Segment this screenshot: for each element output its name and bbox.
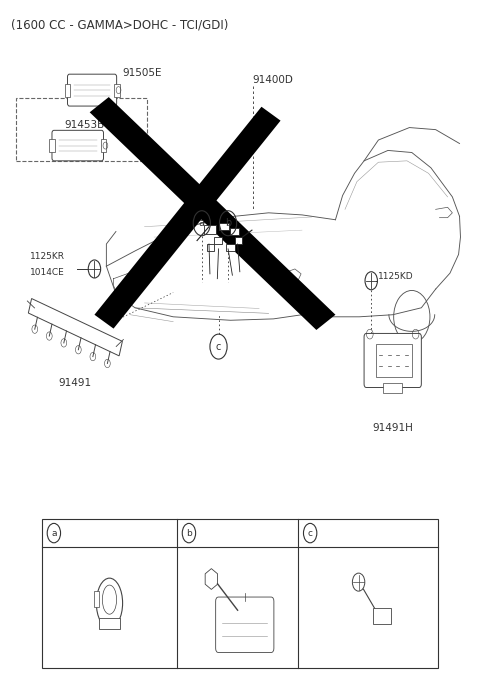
Text: c: c — [308, 528, 312, 537]
Polygon shape — [90, 97, 336, 330]
Bar — [204, 226, 216, 234]
Text: b: b — [225, 219, 231, 228]
Bar — [65, 84, 71, 97]
Bar — [373, 608, 391, 624]
Bar — [235, 237, 242, 244]
Text: 91234A: 91234A — [371, 631, 408, 640]
Text: a: a — [51, 528, 57, 537]
Text: 91505E: 91505E — [122, 68, 162, 78]
Bar — [230, 228, 239, 235]
Bar — [214, 237, 222, 244]
Polygon shape — [95, 106, 281, 329]
Bar — [49, 139, 55, 152]
Text: 1125KD: 1125KD — [378, 272, 414, 281]
FancyBboxPatch shape — [68, 74, 117, 106]
Bar — [206, 244, 214, 251]
Bar — [101, 139, 107, 152]
Text: b: b — [186, 528, 192, 537]
Bar — [218, 223, 229, 230]
FancyBboxPatch shape — [364, 333, 421, 388]
Text: 1125KR: 1125KR — [30, 252, 65, 261]
Text: a: a — [199, 219, 205, 228]
Text: 91491: 91491 — [59, 377, 92, 388]
Bar — [42, 519, 438, 668]
Text: 1014CE: 1014CE — [30, 268, 65, 277]
Bar — [114, 84, 120, 97]
Bar — [226, 244, 235, 251]
Text: 91453B: 91453B — [65, 120, 105, 129]
Text: 91234A: 91234A — [324, 528, 365, 538]
Bar — [376, 344, 412, 377]
Text: 91491H: 91491H — [372, 422, 413, 433]
Ellipse shape — [96, 578, 122, 628]
Text: 91400D: 91400D — [252, 74, 293, 85]
FancyBboxPatch shape — [52, 130, 104, 161]
Text: 1141AC: 1141AC — [203, 528, 244, 538]
FancyBboxPatch shape — [16, 98, 147, 161]
Bar — [94, 592, 99, 607]
Text: 1141AC: 1141AC — [218, 557, 256, 567]
FancyBboxPatch shape — [216, 597, 274, 652]
Polygon shape — [28, 299, 122, 356]
Ellipse shape — [102, 585, 117, 614]
Bar — [383, 383, 402, 393]
Text: 91491J: 91491J — [68, 528, 104, 538]
Text: (1600 CC - GAMMA>DOHC - TCI/GDI): (1600 CC - GAMMA>DOHC - TCI/GDI) — [11, 19, 228, 32]
Text: c: c — [216, 342, 221, 351]
Bar — [99, 618, 120, 629]
